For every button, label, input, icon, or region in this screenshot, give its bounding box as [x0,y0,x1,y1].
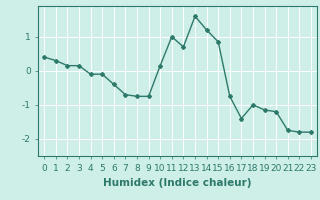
X-axis label: Humidex (Indice chaleur): Humidex (Indice chaleur) [103,178,252,188]
